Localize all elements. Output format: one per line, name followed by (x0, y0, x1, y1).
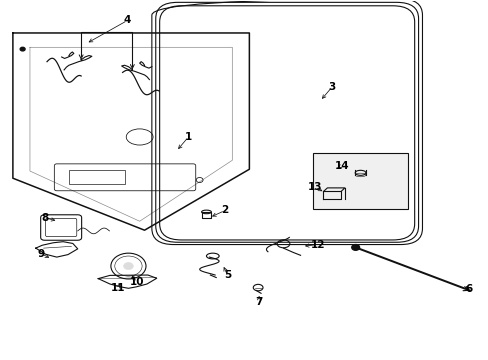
Text: 10: 10 (130, 277, 144, 287)
Circle shape (123, 262, 133, 270)
Text: 14: 14 (334, 161, 348, 171)
Text: 9: 9 (37, 248, 44, 258)
Circle shape (351, 244, 359, 250)
Text: 3: 3 (328, 82, 335, 92)
Text: 6: 6 (464, 284, 471, 294)
Text: 4: 4 (123, 15, 131, 26)
Text: 13: 13 (307, 182, 322, 192)
Text: 5: 5 (224, 270, 231, 280)
Text: 8: 8 (41, 213, 48, 222)
FancyBboxPatch shape (312, 153, 407, 209)
Circle shape (20, 47, 25, 51)
Text: 12: 12 (310, 239, 324, 249)
Text: 7: 7 (255, 297, 262, 307)
Text: 1: 1 (184, 132, 192, 142)
Text: 11: 11 (110, 283, 125, 293)
Text: 2: 2 (221, 206, 228, 216)
